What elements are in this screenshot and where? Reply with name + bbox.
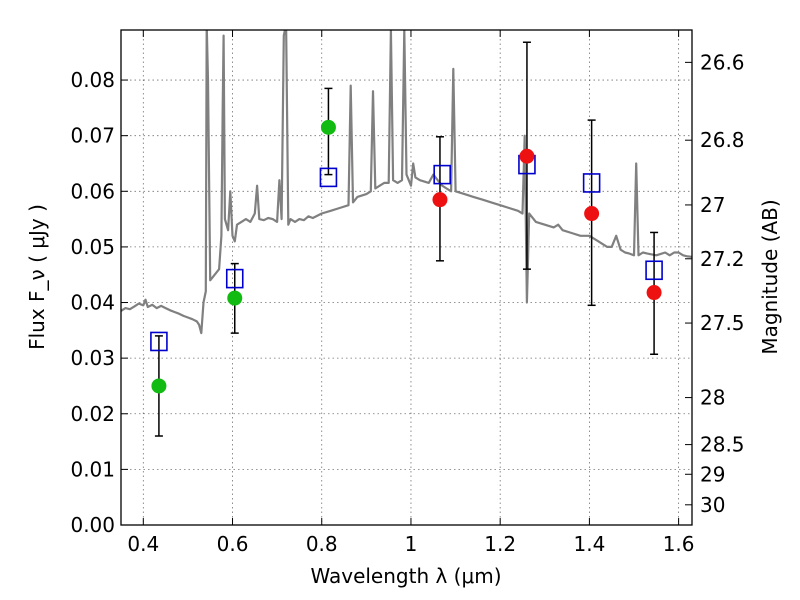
y-axis-title: Flux F_ν ( μJy ) bbox=[25, 204, 49, 350]
mag-tick-label: 26.8 bbox=[700, 128, 745, 152]
mag-tick-label: 27 bbox=[700, 193, 725, 217]
y-tick-label: 0.00 bbox=[70, 513, 115, 537]
model-spectrum-line bbox=[121, 30, 692, 335]
mag-tick-label: 27.2 bbox=[700, 247, 745, 271]
data-point-square bbox=[645, 260, 663, 281]
data-point-circle bbox=[646, 285, 662, 301]
data-point-circle bbox=[432, 192, 448, 208]
y-tick-label: 0.03 bbox=[70, 346, 115, 370]
mag-tick-label: 28 bbox=[700, 386, 725, 410]
x-tick-label: 1.2 bbox=[484, 532, 516, 556]
model-spectrum-layer bbox=[121, 30, 692, 335]
mag-tick-label: 30 bbox=[700, 493, 725, 517]
y-tick-label: 0.07 bbox=[70, 124, 115, 148]
data-point-circle bbox=[584, 206, 600, 222]
grid-lines bbox=[121, 30, 692, 526]
mag-tick-label: 27.5 bbox=[700, 311, 745, 335]
y-tick-label: 0.06 bbox=[70, 179, 115, 203]
plot-frame bbox=[120, 29, 693, 526]
data-point-square bbox=[582, 173, 601, 193]
mag-tick-label: 26.6 bbox=[700, 50, 745, 74]
x-tick-label: 1 bbox=[405, 532, 418, 556]
data-point-square bbox=[433, 164, 451, 185]
mag-tick-label: 28.5 bbox=[700, 433, 745, 457]
x-tick-label: 0.6 bbox=[217, 532, 249, 556]
x-tick-label: 1.6 bbox=[663, 532, 695, 556]
y-tick-label: 0.01 bbox=[70, 457, 115, 481]
mag-tick-label: 29 bbox=[700, 462, 725, 486]
y2-axis-title: Magnitude (AB) bbox=[758, 199, 782, 354]
data-point-square bbox=[225, 268, 244, 289]
y-tick-label: 0.08 bbox=[70, 68, 115, 92]
x-axis: 0.4 0.6 0.8 1 1.2 1.4 1.6 bbox=[127, 30, 695, 556]
y-tick-label: 0.02 bbox=[70, 402, 115, 426]
data-point-circle bbox=[320, 119, 336, 135]
x-tick-label: 0.4 bbox=[127, 532, 159, 556]
x-tick-label: 1.4 bbox=[573, 532, 605, 556]
y-tick-label: 0.05 bbox=[70, 235, 115, 259]
data-point-circle bbox=[227, 290, 243, 306]
data-point-square bbox=[319, 167, 338, 188]
data-point-circle bbox=[519, 148, 535, 164]
y-axis-magnitude: 26.6 26.8 27 27.2 27.5 28 28.5 29 30 bbox=[685, 50, 745, 517]
y-axis-flux: 0.00 0.01 0.02 0.03 0.04 0.05 0.06 0.07 0.08 bbox=[70, 68, 128, 537]
data-point-circle bbox=[151, 378, 167, 394]
data-point-square bbox=[150, 331, 168, 352]
x-tick-label: 0.8 bbox=[306, 532, 338, 556]
y-tick-label: 0.04 bbox=[70, 291, 115, 315]
data-marks-layer bbox=[150, 41, 663, 437]
x-axis-title: Wavelength λ (μm) bbox=[310, 564, 501, 588]
